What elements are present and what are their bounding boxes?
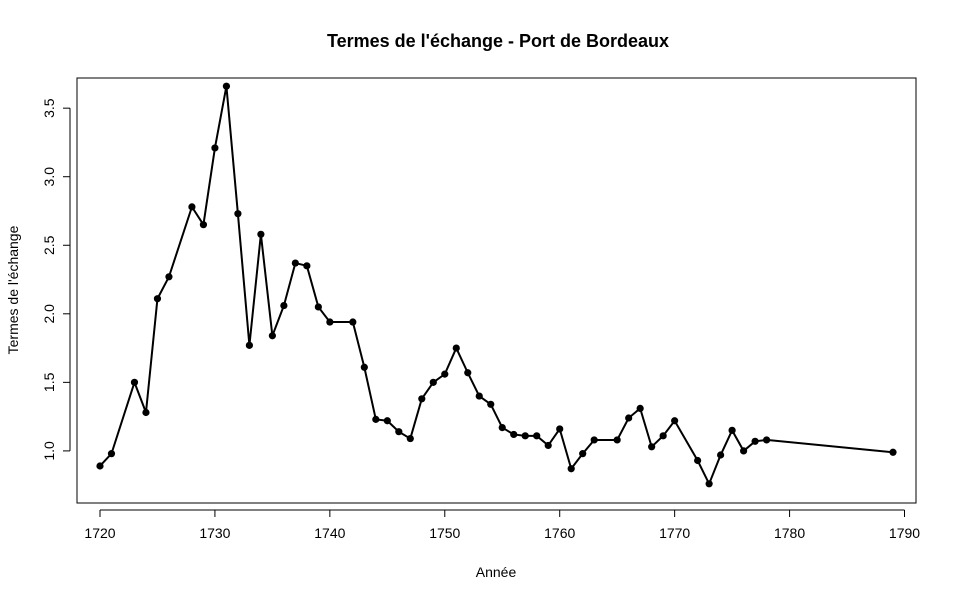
x-axis: 1720 1730 1740 1750 1760 1770 1780 1790: [84, 509, 920, 541]
data-points: [96, 82, 897, 488]
data-point: [234, 210, 242, 218]
chart-title: Termes de l'échange - Port de Bordeaux: [327, 31, 669, 51]
data-point: [96, 462, 104, 470]
data-point: [464, 369, 472, 377]
x-tick-label: 1750: [429, 525, 460, 541]
data-point: [475, 392, 483, 400]
data-point: [671, 417, 679, 425]
data-point: [498, 423, 506, 432]
data-point: [544, 441, 552, 450]
data-point: [705, 480, 713, 488]
data-point: [291, 259, 299, 267]
data-point: [188, 203, 196, 211]
data-point: [740, 447, 748, 455]
data-point: [487, 400, 495, 408]
data-point: [245, 341, 253, 349]
data-point: [728, 426, 736, 434]
data-point: [751, 437, 759, 445]
x-tick-label: 1740: [314, 525, 345, 541]
data-point: [429, 378, 437, 386]
data-point: [268, 332, 276, 340]
data-point: [349, 318, 357, 326]
x-tick-label: 1770: [659, 525, 690, 541]
data-point: [395, 428, 403, 436]
data-point: [257, 230, 265, 238]
data-point: [533, 432, 541, 440]
x-tick-label: 1780: [774, 525, 805, 541]
x-tick-label: 1760: [544, 525, 575, 541]
y-tick-label: 3.5: [41, 98, 57, 118]
data-point: [314, 303, 322, 311]
data-point: [889, 448, 897, 456]
data-point: [383, 417, 391, 425]
data-point: [165, 273, 173, 281]
data-point: [694, 456, 702, 465]
data-point: [153, 295, 162, 303]
data-point: [303, 262, 311, 270]
data-point: [648, 443, 656, 451]
y-tick-label: 1.5: [41, 372, 57, 392]
y-tick-label: 1.0: [41, 441, 57, 461]
data-point: [659, 432, 667, 440]
plot-frame: [76, 77, 917, 504]
data-point: [142, 408, 150, 417]
data-point: [590, 436, 598, 444]
data-point: [636, 404, 644, 413]
data-point: [107, 450, 116, 458]
data-point: [625, 414, 633, 422]
data-point: [326, 318, 334, 326]
x-tick-label: 1730: [199, 525, 230, 541]
data-point: [130, 378, 139, 386]
data-point: [441, 370, 449, 378]
x-tick-label: 1790: [889, 525, 920, 541]
data-point: [222, 82, 231, 90]
data-point: [418, 395, 426, 403]
data-point: [372, 415, 380, 423]
data-point: [211, 144, 219, 152]
data-point: [280, 301, 288, 310]
y-axis: 1.0 1.5 2.0 2.5 3.0 3.5: [41, 98, 71, 461]
data-point: [199, 221, 208, 229]
y-tick-label: 2.0: [41, 304, 57, 324]
y-tick-label: 2.5: [41, 235, 57, 255]
data-point: [762, 436, 771, 444]
y-axis-label: Termes de l'échange: [5, 225, 21, 354]
data-point: [510, 430, 518, 439]
data-point: [613, 436, 621, 444]
data-point: [452, 344, 460, 352]
series-line: [99, 86, 894, 487]
data-point: [717, 451, 725, 459]
y-tick-label: 3.0: [41, 167, 57, 187]
data-point: [521, 432, 529, 440]
data-point: [360, 363, 368, 371]
x-axis-label: Année: [476, 564, 517, 580]
data-point: [556, 425, 564, 433]
data-point: [579, 450, 587, 458]
data-point: [406, 434, 414, 443]
data-point: [567, 465, 575, 473]
x-tick-label: 1720: [84, 525, 115, 541]
